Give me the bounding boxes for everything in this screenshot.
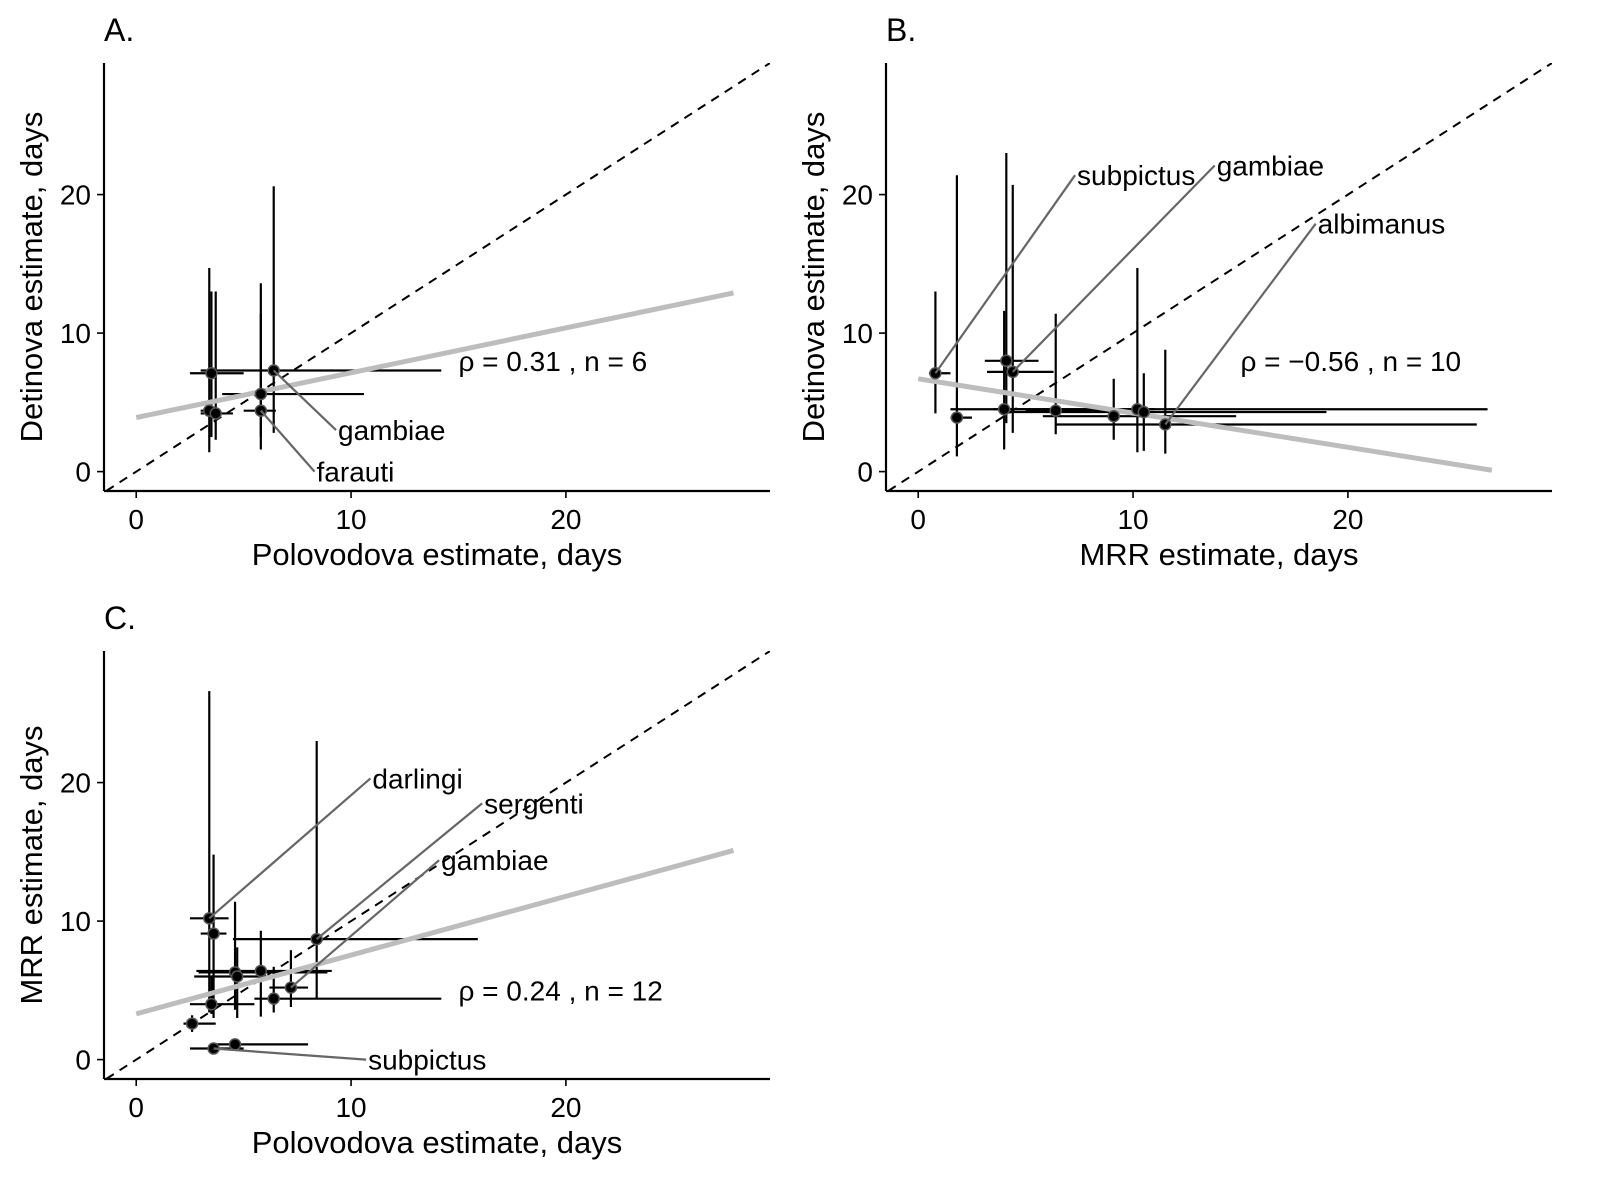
regression-line <box>135 290 734 421</box>
y-tick-label: 0 <box>857 457 873 488</box>
species-label: gambiae <box>1217 150 1324 181</box>
data-point <box>997 403 1011 416</box>
data-point <box>207 927 220 940</box>
regression-line <box>135 848 735 1017</box>
species-label: subpictus <box>1077 160 1195 191</box>
panel-label: C. <box>104 600 136 636</box>
data-point <box>254 964 268 978</box>
identity-line <box>105 651 770 1079</box>
x-tick-label: 0 <box>128 1092 144 1123</box>
data-point <box>230 970 244 983</box>
correlation-annotation: ρ = 0.24 , n = 12 <box>458 975 662 1006</box>
label-leader-line <box>315 802 483 940</box>
regression-line <box>917 376 1493 473</box>
data-point <box>950 411 964 424</box>
species-label: darlingi <box>372 763 462 794</box>
y-axis-title: Detinova estimate, days <box>14 112 49 443</box>
data-point <box>228 1038 242 1051</box>
label-leader-line <box>290 859 440 989</box>
y-axis-title: Detinova estimate, days <box>796 112 831 443</box>
x-tick-label: 10 <box>1117 504 1148 535</box>
species-label: albimanus <box>1318 209 1446 240</box>
species-label: farauti <box>317 457 395 488</box>
label-leader-line <box>272 369 337 431</box>
y-tick-label: 10 <box>60 906 91 937</box>
x-tick-label: 0 <box>128 504 144 535</box>
label-leader-line <box>260 409 316 473</box>
y-tick-label: 0 <box>75 1045 91 1076</box>
label-leader-line <box>1011 164 1216 373</box>
x-axis-title: Polovodova estimate, days <box>252 1125 623 1160</box>
species-label: gambiae <box>441 845 548 876</box>
plot-area <box>887 63 1552 491</box>
data-point <box>1107 409 1120 423</box>
species-label: gambiae <box>338 415 445 446</box>
data-point <box>209 407 222 420</box>
plot-area <box>105 651 770 1079</box>
x-axis-title: MRR estimate, days <box>1079 537 1358 572</box>
correlation-annotation: ρ = −0.56 , n = 10 <box>1240 346 1461 377</box>
x-tick-label: 20 <box>550 504 581 535</box>
data-point <box>1000 354 1013 368</box>
data-point <box>185 1017 199 1030</box>
y-tick-label: 20 <box>842 180 873 211</box>
identity-line <box>887 63 1552 491</box>
x-axis-title: Polovodova estimate, days <box>252 537 623 572</box>
species-label: sergenti <box>484 788 584 819</box>
x-tick-label: 0 <box>910 504 926 535</box>
y-axis-title: MRR estimate, days <box>14 725 49 1004</box>
correlation-annotation: ρ = 0.31 , n = 6 <box>458 346 647 377</box>
x-tick-label: 20 <box>1332 504 1363 535</box>
y-tick-label: 10 <box>60 318 91 349</box>
plot-area <box>105 63 770 491</box>
x-tick-label: 10 <box>335 1092 366 1123</box>
panel-label: B. <box>886 12 916 48</box>
data-point <box>1049 404 1062 417</box>
panel-label: A. <box>104 12 134 48</box>
species-label: subpictus <box>368 1045 486 1076</box>
y-tick-label: 10 <box>842 318 873 349</box>
label-leader-line <box>213 1047 367 1061</box>
data-point <box>254 387 268 401</box>
label-leader-line <box>208 777 372 920</box>
y-tick-label: 20 <box>60 768 91 799</box>
data-point <box>205 367 218 380</box>
data-point <box>267 992 280 1005</box>
y-tick-label: 20 <box>60 180 91 211</box>
x-tick-label: 10 <box>335 504 366 535</box>
data-point <box>205 997 218 1011</box>
x-tick-label: 20 <box>550 1092 581 1123</box>
y-tick-label: 0 <box>75 457 91 488</box>
label-leader-line <box>1164 223 1317 426</box>
label-leader-line <box>934 174 1076 374</box>
data-point <box>1137 405 1151 419</box>
